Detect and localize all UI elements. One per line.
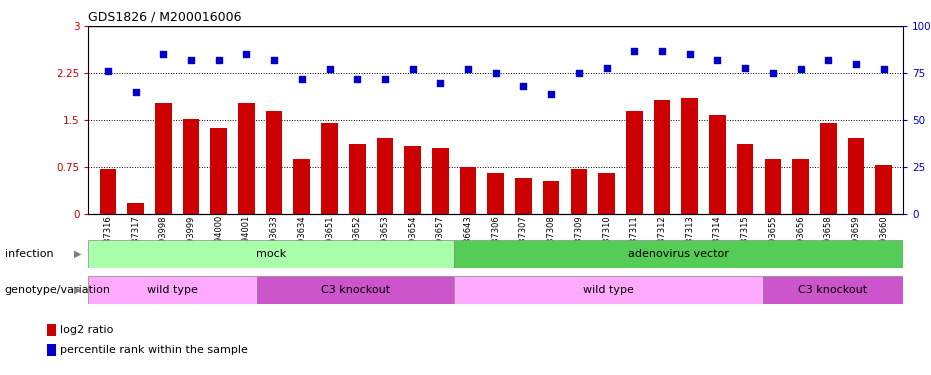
Text: adenovirus vector: adenovirus vector <box>627 249 729 259</box>
Text: infection: infection <box>5 249 53 259</box>
Point <box>266 57 281 63</box>
Text: GDS1826 / M200016006: GDS1826 / M200016006 <box>88 11 242 24</box>
Bar <box>453 240 903 268</box>
Point <box>600 64 614 70</box>
Text: log2 ratio: log2 ratio <box>60 325 114 335</box>
Bar <box>736 144 753 214</box>
Bar <box>100 169 116 214</box>
Point <box>155 51 170 57</box>
Point <box>544 91 559 97</box>
Bar <box>515 178 532 214</box>
Bar <box>257 276 453 304</box>
Bar <box>681 98 698 214</box>
Point <box>294 76 309 82</box>
Point <box>627 48 641 54</box>
Text: percentile rank within the sample: percentile rank within the sample <box>60 345 248 355</box>
Bar <box>762 276 903 304</box>
Text: genotype/variation: genotype/variation <box>5 285 111 295</box>
Bar <box>238 102 255 214</box>
Point <box>516 83 531 89</box>
Bar <box>182 119 199 214</box>
Text: C3 knockout: C3 knockout <box>798 285 868 295</box>
Bar <box>654 100 670 214</box>
Bar <box>599 173 614 214</box>
Point <box>461 66 476 72</box>
Point <box>128 89 143 95</box>
Text: wild type: wild type <box>147 285 198 295</box>
Point <box>377 76 392 82</box>
Point <box>350 76 365 82</box>
Text: ▶: ▶ <box>74 249 81 259</box>
Bar <box>792 159 809 214</box>
Point <box>239 51 254 57</box>
Bar <box>488 173 504 214</box>
Point <box>405 66 420 72</box>
Point <box>101 68 115 74</box>
Bar <box>349 144 366 214</box>
Bar <box>377 138 393 214</box>
Bar <box>47 344 56 356</box>
Bar <box>321 123 338 214</box>
Bar <box>847 138 864 214</box>
Bar <box>543 181 560 214</box>
Point <box>765 70 780 76</box>
Bar <box>88 240 453 268</box>
Point <box>211 57 226 63</box>
Bar <box>626 111 642 214</box>
Text: mock: mock <box>256 249 286 259</box>
Bar <box>155 102 171 214</box>
Bar <box>265 111 282 214</box>
Point <box>793 66 808 72</box>
Point <box>322 66 337 72</box>
Bar <box>88 276 257 304</box>
Bar <box>571 169 587 214</box>
Text: C3 knockout: C3 knockout <box>321 285 390 295</box>
Point <box>848 61 863 67</box>
Bar <box>47 324 56 336</box>
Point <box>654 48 669 54</box>
Bar <box>404 146 421 214</box>
Point <box>488 70 503 76</box>
Point <box>572 70 587 76</box>
Text: wild type: wild type <box>583 285 634 295</box>
Bar <box>453 276 762 304</box>
Point <box>710 57 725 63</box>
Bar <box>128 202 144 214</box>
Point <box>876 66 891 72</box>
Bar <box>210 128 227 214</box>
Point <box>821 57 836 63</box>
Point <box>183 57 198 63</box>
Bar <box>293 159 310 214</box>
Bar <box>875 165 892 214</box>
Text: ▶: ▶ <box>74 285 81 295</box>
Bar <box>460 167 477 214</box>
Point <box>737 64 752 70</box>
Point <box>682 51 697 57</box>
Bar <box>709 115 726 214</box>
Bar <box>764 159 781 214</box>
Point <box>433 80 448 86</box>
Bar <box>820 123 837 214</box>
Bar <box>432 148 449 214</box>
